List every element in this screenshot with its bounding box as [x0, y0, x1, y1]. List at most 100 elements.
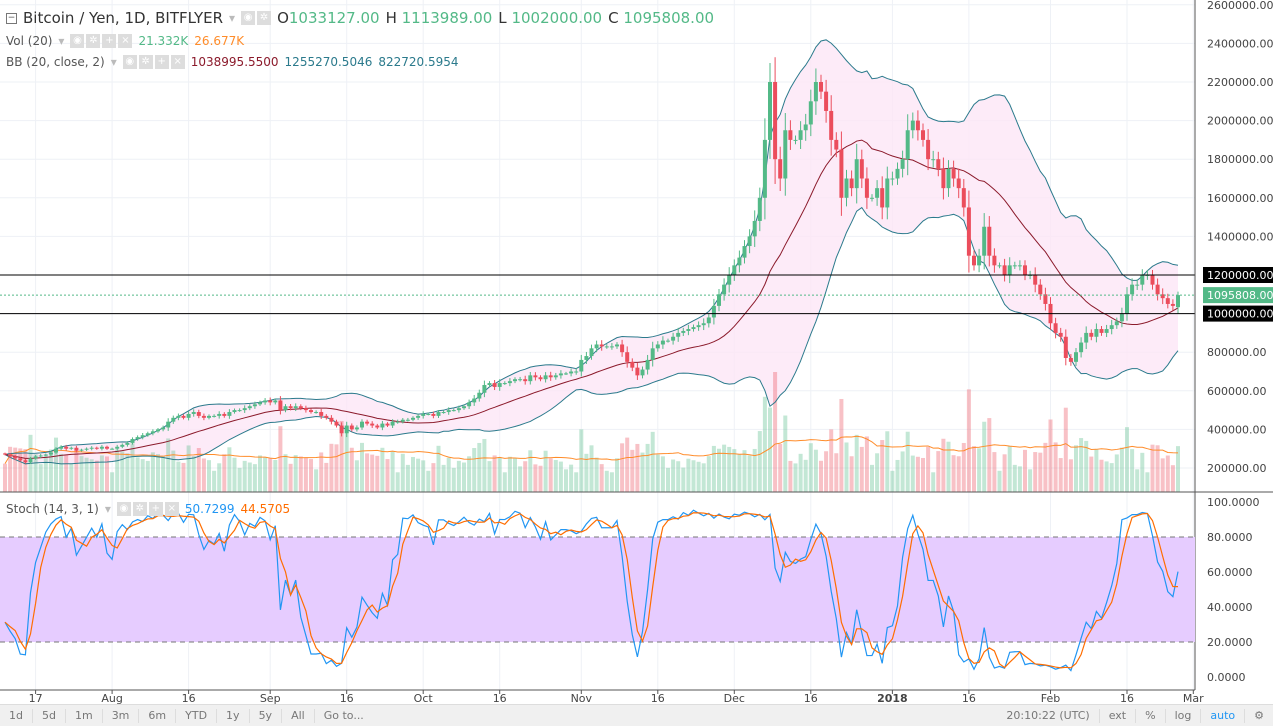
volume-bar	[880, 440, 885, 492]
stoch-tick-label: 100.0000	[1207, 496, 1260, 509]
volume-bar	[701, 463, 706, 492]
chevron-down-icon[interactable]: ▾	[104, 502, 111, 516]
volume-bar	[217, 463, 222, 492]
eye-icon[interactable]: ◉	[241, 11, 256, 25]
range-1d[interactable]: 1d	[0, 708, 33, 723]
volume-bar	[89, 459, 94, 492]
collapse-icon[interactable]: −	[6, 12, 17, 24]
bb-legend: BB (20, close, 2) ▾ ◉ ✲ + × 1038995.5500 125…	[6, 55, 459, 69]
goto-button[interactable]: Go to...	[323, 708, 364, 722]
volume-bar	[171, 450, 176, 492]
candle-body	[1135, 284, 1140, 286]
gear-icon[interactable]: ✲	[86, 34, 101, 48]
candle-body	[768, 82, 772, 140]
volume-bar	[273, 460, 278, 492]
volume-bar	[1074, 445, 1078, 492]
candle-body	[558, 373, 563, 376]
close-icon[interactable]: ×	[118, 34, 133, 48]
volume-bar	[569, 464, 574, 492]
volume-bar	[222, 454, 227, 492]
volume-bar	[8, 446, 13, 492]
stoch-tick-label: 40.0000	[1207, 601, 1253, 614]
auto-toggle[interactable]: auto	[1201, 708, 1246, 723]
volume-bar	[1165, 455, 1170, 492]
volume-bar	[885, 431, 890, 492]
candle-body	[426, 413, 431, 415]
log-toggle[interactable]: log	[1166, 708, 1202, 723]
volume-bar	[181, 462, 186, 492]
chevron-down-icon[interactable]: ▾	[58, 34, 65, 48]
candle-body	[1130, 284, 1135, 295]
price-tick-label: 200000.00	[1207, 462, 1267, 475]
range-6m[interactable]: 6m	[139, 708, 177, 723]
settings-gear-icon[interactable]: ⚙	[1254, 708, 1264, 722]
chevron-down-icon[interactable]: ▾	[110, 55, 117, 69]
high-label: H	[385, 9, 397, 27]
volume-bar	[492, 455, 497, 492]
volume-bar	[467, 456, 472, 492]
chevron-down-icon[interactable]: ▾	[229, 11, 236, 25]
volume-bar	[625, 437, 630, 492]
volume-bar	[105, 456, 109, 492]
candle-body	[451, 410, 456, 412]
eye-icon[interactable]: ◉	[116, 502, 131, 516]
candle-body	[130, 439, 135, 443]
candle-body	[59, 446, 64, 449]
volume-bar	[431, 463, 436, 492]
price-chart[interactable]: 2600000.00 2400000.00 2200000.00 2000000.00…	[0, 0, 1273, 704]
volume-bar	[48, 449, 53, 492]
gear-icon[interactable]: ✲	[138, 55, 153, 69]
candle-body	[834, 139, 839, 150]
plus-icon[interactable]: +	[102, 34, 117, 48]
candle-body	[191, 412, 196, 414]
clock[interactable]: 20:10:22 (UTC)	[997, 708, 1100, 723]
stoch-band-fill	[0, 537, 1195, 642]
gear-icon[interactable]: ✲	[257, 11, 272, 25]
stoch-d-value: 44.5705	[240, 502, 291, 516]
candle-body	[961, 188, 966, 208]
volume-bar	[1135, 469, 1140, 492]
volume-bar	[543, 450, 548, 492]
plus-icon[interactable]: +	[148, 502, 163, 516]
candle-body	[706, 317, 711, 324]
close-icon[interactable]: ×	[164, 502, 179, 516]
time-tick-label: Feb	[1041, 692, 1060, 704]
candle-body	[711, 305, 716, 318]
range-1y[interactable]: 1y	[217, 708, 250, 723]
volume-bar	[768, 407, 772, 492]
candle-body	[946, 168, 951, 189]
volume-bar	[390, 451, 395, 492]
stoch-label: Stoch (14, 3, 1)	[6, 502, 99, 516]
bb-label: BB (20, close, 2)	[6, 55, 105, 69]
ext-toggle[interactable]: ext	[1100, 708, 1137, 723]
plus-icon[interactable]: +	[154, 55, 169, 69]
volume-bar	[747, 455, 752, 492]
gear-icon[interactable]: ✲	[132, 502, 147, 516]
close-icon[interactable]: ×	[170, 55, 185, 69]
volume-bar	[859, 446, 864, 492]
volume-bar	[589, 445, 594, 492]
candle-body	[691, 327, 696, 330]
range-ytd[interactable]: YTD	[176, 708, 218, 723]
candle-body	[1023, 265, 1027, 275]
stoch-tick-label: 20.0000	[1207, 636, 1253, 649]
volume-bar	[59, 453, 64, 492]
volume-bar	[1007, 446, 1012, 492]
range-3m[interactable]: 3m	[103, 708, 140, 723]
volume-bar	[1033, 452, 1038, 492]
range-all[interactable]: All	[282, 708, 315, 723]
eye-icon[interactable]: ◉	[70, 34, 85, 48]
eye-icon[interactable]: ◉	[122, 55, 137, 69]
range-5y[interactable]: 5y	[250, 708, 283, 723]
volume-bar	[574, 472, 579, 492]
volume-bar	[196, 448, 201, 492]
range-1m[interactable]: 1m	[66, 708, 103, 723]
volume-bar	[426, 470, 431, 492]
candle-body	[217, 413, 222, 416]
range-5d[interactable]: 5d	[33, 708, 66, 723]
percent-toggle[interactable]: %	[1136, 708, 1166, 723]
volume-bar	[829, 429, 834, 492]
candle-body	[237, 410, 242, 412]
volume-bar	[1089, 456, 1094, 492]
volume-bar	[523, 461, 528, 492]
